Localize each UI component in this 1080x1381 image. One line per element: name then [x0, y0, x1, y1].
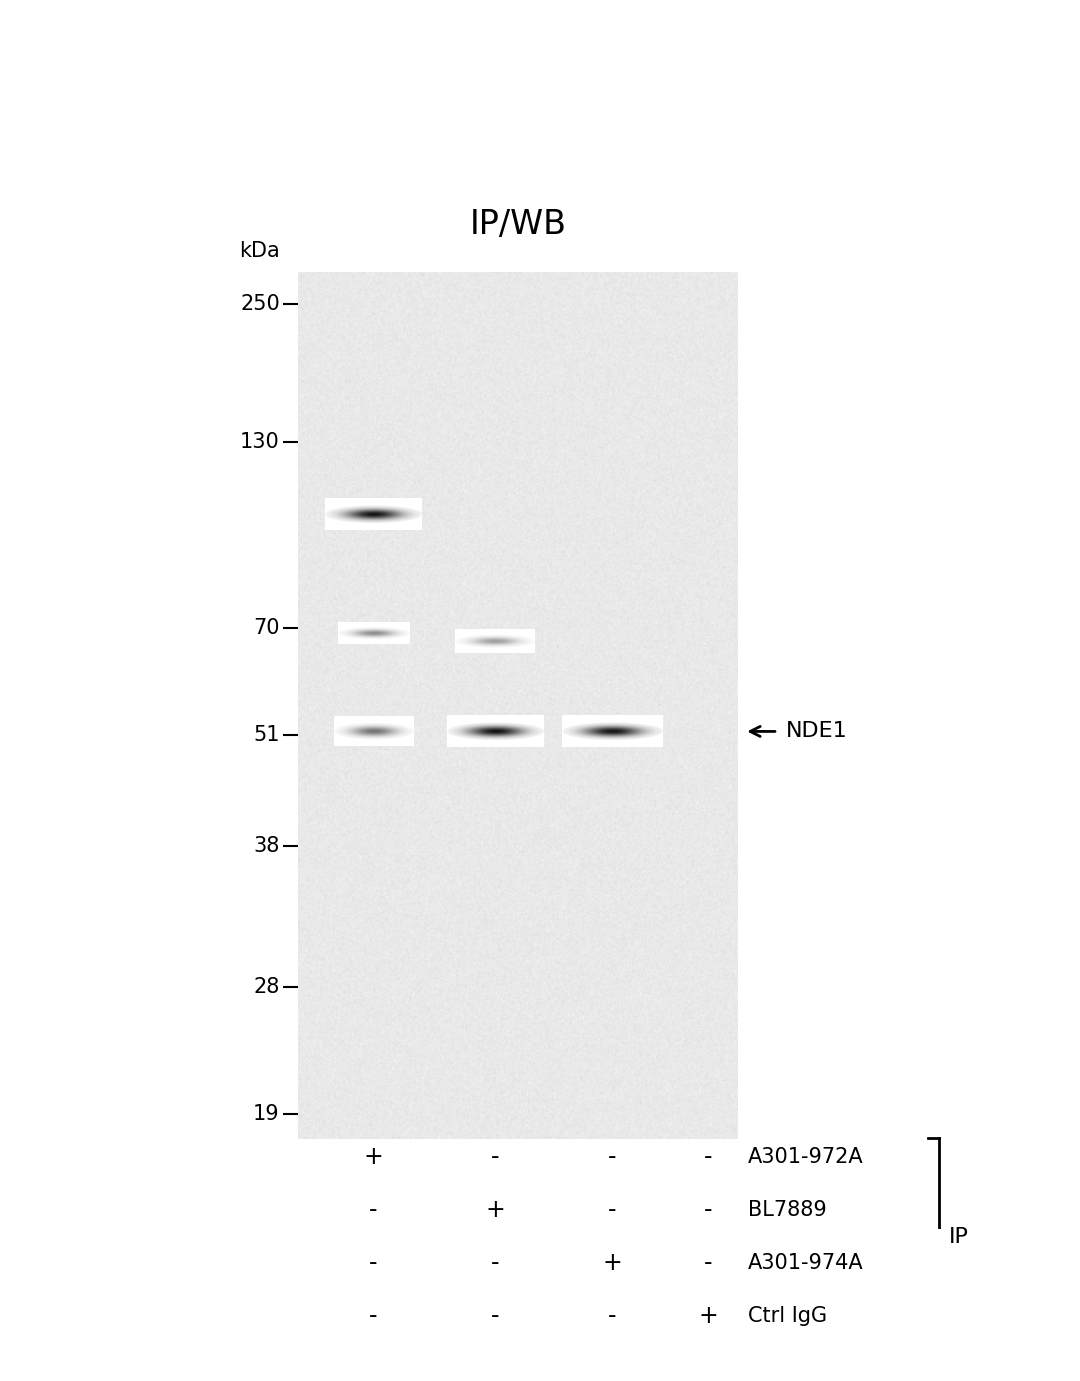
Text: 70: 70: [254, 619, 280, 638]
Text: +: +: [699, 1304, 718, 1329]
Text: IP: IP: [948, 1226, 969, 1247]
Text: -: -: [490, 1251, 499, 1275]
Text: -: -: [490, 1304, 499, 1329]
Text: 51: 51: [254, 725, 280, 744]
Text: 19: 19: [253, 1105, 280, 1124]
Text: -: -: [369, 1251, 378, 1275]
Text: 130: 130: [240, 432, 280, 452]
Text: +: +: [603, 1251, 622, 1275]
Text: A301-974A: A301-974A: [747, 1253, 863, 1273]
Text: -: -: [608, 1304, 617, 1329]
Text: +: +: [485, 1197, 504, 1222]
Text: -: -: [608, 1145, 617, 1168]
Text: BL7889: BL7889: [747, 1200, 826, 1219]
Text: Ctrl IgG: Ctrl IgG: [747, 1306, 827, 1326]
Text: IP/WB: IP/WB: [470, 209, 566, 242]
Text: +: +: [364, 1145, 383, 1168]
Text: -: -: [608, 1197, 617, 1222]
Text: A301-972A: A301-972A: [747, 1146, 863, 1167]
Text: 250: 250: [240, 294, 280, 313]
Text: 38: 38: [254, 837, 280, 856]
Text: -: -: [369, 1304, 378, 1329]
Text: 28: 28: [254, 976, 280, 997]
Text: -: -: [490, 1145, 499, 1168]
Text: -: -: [704, 1145, 713, 1168]
Text: kDa: kDa: [239, 242, 280, 261]
Text: -: -: [704, 1251, 713, 1275]
Text: -: -: [369, 1197, 378, 1222]
Text: -: -: [704, 1197, 713, 1222]
Text: NDE1: NDE1: [786, 721, 848, 742]
